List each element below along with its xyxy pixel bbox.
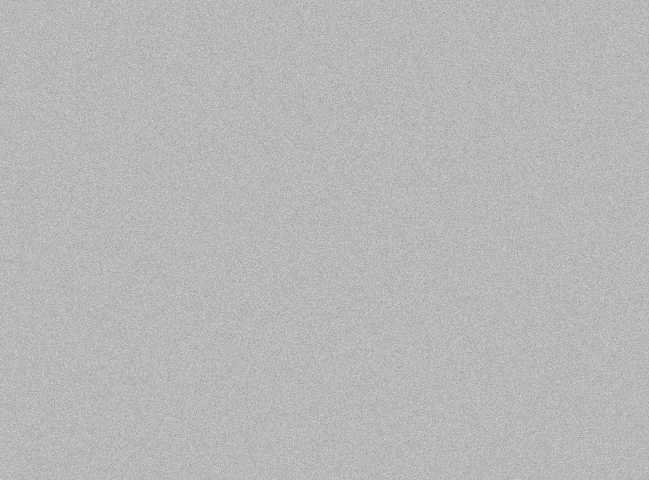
Text: 432.7 years.: 432.7 years. [34, 301, 108, 314]
Text: decimal places. (Make sure you are comfortable using both half-life formulas.): decimal places. (Make sure you are comfo… [36, 81, 498, 94]
Text: Determine how long it takes for 80% of the material to decay.  Round answers to : Determine how long it takes for 80% of t… [36, 68, 540, 81]
Text: Iodine 131, used in nuclear medicine, initial amount 85 milligrams, half-life 8 : Iodine 131, used in nuclear medicine, in… [34, 215, 525, 228]
Text: 1.: 1. [14, 98, 25, 111]
Text: t = time in (unit given as half-life): t = time in (unit given as half-life) [229, 5, 419, 15]
Text: •: • [22, 53, 29, 66]
Text: In Exercises 1-5, complete the following:: In Exercises 1-5, complete the following… [12, 37, 252, 50]
Text: No. 2: No. 2 [60, 116, 90, 126]
Text: Create a function, N(t), for the amount of isotope after t units of time.: Create a function, N(t), for the amount … [36, 53, 450, 66]
Text: 2.: 2. [14, 155, 25, 168]
Text: h = length of half-life: h = length of half-life [265, 19, 384, 29]
Text: 4.: 4. [14, 288, 25, 301]
Text: 13.24   years: 13.24 years [255, 127, 356, 142]
Text: Americium 241, used in smoke detectors, initial amount 0.34 micrograms, half-lif: Americium 241, used in smoke detectors, … [34, 288, 522, 301]
Text: •: • [22, 68, 29, 81]
Text: minutes.: minutes. [34, 168, 86, 181]
Text: Cobalt 60, used in food irradiation, initial amount 60 grams, half-life of 5.27 : Cobalt 60, used in food irradiation, ini… [34, 98, 522, 111]
Text: 3.: 3. [14, 215, 25, 228]
Text: Fluorine 18, used in medical radiotracer, initial amount 5 milligrams, half-life: Fluorine 18, used in medical radiotracer… [34, 155, 516, 168]
